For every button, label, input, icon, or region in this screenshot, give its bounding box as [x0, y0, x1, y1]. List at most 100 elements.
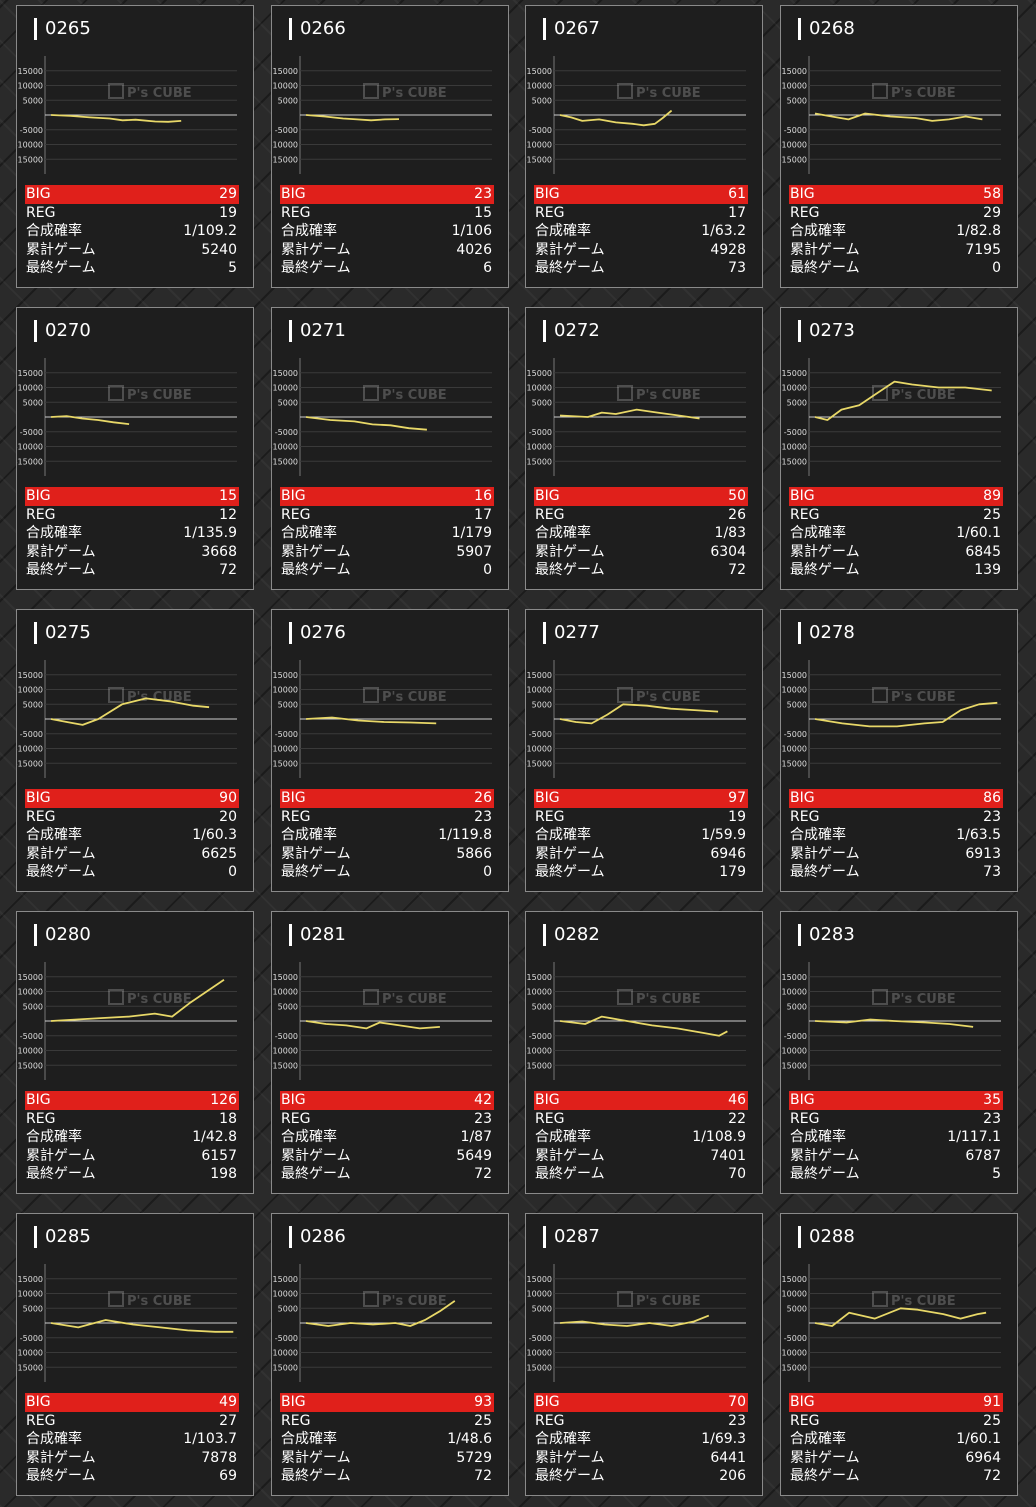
- machine-card[interactable]: 0280 15000 10000 5000 -5000 -10000 -15000 P's C…: [16, 911, 254, 1194]
- reg-count-value: 25: [983, 506, 1001, 523]
- payout-line: [305, 416, 427, 431]
- machine-card[interactable]: 0272 15000 10000 5000 -5000 -10000 -15000 P's C…: [525, 307, 763, 590]
- y-tick-label: 5000: [787, 398, 807, 407]
- y-tick-label: 15000: [782, 369, 807, 378]
- combined-rate-label: 合成確率: [281, 223, 337, 240]
- last-games-value: 5: [992, 1166, 1001, 1183]
- total-games-value: 3668: [201, 543, 237, 560]
- machine-card[interactable]: 0277 15000 10000 5000 -5000 -10000 -15000 P's C…: [525, 609, 763, 892]
- payout-line: [50, 978, 225, 1022]
- cube-icon: [108, 687, 124, 703]
- combined-rate-label: 合成確率: [535, 525, 591, 542]
- last-games-row: 最終ゲーム 198: [25, 1165, 239, 1184]
- reg-count-row: REG 27: [25, 1412, 239, 1431]
- machine-card[interactable]: 0273 15000 10000 5000 -5000 -10000 -15000 P's C…: [780, 307, 1018, 590]
- machine-card[interactable]: 0270 15000 10000 5000 -5000 -10000 -15000 P's C…: [16, 307, 254, 590]
- y-tick-label: 15000: [273, 369, 298, 378]
- reg-count-label: REG: [535, 204, 565, 221]
- machine-number: 0267: [543, 18, 600, 40]
- last-games-row: 最終ゲーム 69: [25, 1467, 239, 1486]
- payout-chart: 15000 10000 5000 -5000 -10000 -15000 P's CUBE: [781, 56, 1001, 174]
- machine-card[interactable]: 0282 15000 10000 5000 -5000 -10000 -15000 P's C…: [525, 911, 763, 1194]
- y-tick-label: 10000: [18, 82, 43, 91]
- machine-card[interactable]: 0268 15000 10000 5000 -5000 -10000 -15000 P's C…: [780, 5, 1018, 288]
- big-count-row: BIG 42: [280, 1091, 494, 1110]
- y-tick-label: 5000: [532, 1002, 552, 1011]
- combined-rate-row: 合成確率 1/60.3: [25, 826, 239, 845]
- machine-card[interactable]: 0281 15000 10000 5000 -5000 -10000 -15000 P's C…: [271, 911, 509, 1194]
- machine-card[interactable]: 0267 15000 10000 5000 -5000 -10000 -15000 P's C…: [525, 5, 763, 288]
- machine-number: 0283: [798, 924, 855, 946]
- y-tick-label: -5000: [20, 730, 43, 739]
- y-tick-label: 10000: [273, 384, 298, 393]
- combined-rate-value: 1/63.5: [956, 827, 1001, 844]
- reg-count-value: 26: [728, 506, 746, 523]
- big-count-value: 58: [983, 186, 1001, 202]
- machine-number: 0275: [34, 622, 91, 644]
- combined-rate-label: 合成確率: [26, 525, 82, 542]
- last-games-label: 最終ゲーム: [26, 864, 96, 881]
- total-games-label: 累計ゲーム: [281, 241, 351, 258]
- total-games-row: 累計ゲーム 4026: [280, 241, 494, 260]
- y-tick-label: -5000: [784, 1032, 807, 1041]
- machine-card[interactable]: 0265 15000 10000 5000 -5000 -10000 -15000 P's C…: [16, 5, 254, 288]
- last-games-label: 最終ゲーム: [26, 1468, 96, 1485]
- machine-number: 0271: [289, 320, 346, 342]
- y-tick-label: -10000: [781, 745, 807, 754]
- reg-count-value: 23: [983, 1110, 1001, 1127]
- reg-count-row: REG 12: [25, 506, 239, 525]
- machine-card[interactable]: 0287 15000 10000 5000 -5000 -10000 -15000 P's C…: [525, 1213, 763, 1496]
- y-tick-label: -15000: [781, 1363, 807, 1372]
- big-count-label: BIG: [26, 1092, 51, 1108]
- watermark-logo: P's CUBE: [108, 1291, 192, 1309]
- big-count-label: BIG: [790, 1092, 815, 1108]
- cube-icon: [617, 1291, 633, 1307]
- machine-card[interactable]: 0285 15000 10000 5000 -5000 -10000 -15000 P's C…: [16, 1213, 254, 1496]
- last-games-label: 最終ゲーム: [790, 864, 860, 881]
- watermark-text: P's CUBE: [127, 992, 192, 1007]
- combined-rate-label: 合成確率: [790, 827, 846, 844]
- reg-count-value: 23: [728, 1412, 746, 1429]
- y-tick-label: 10000: [18, 384, 43, 393]
- reg-count-row: REG 17: [534, 204, 748, 223]
- last-games-value: 72: [474, 1468, 492, 1485]
- big-count-row: BIG 35: [789, 1091, 1003, 1110]
- y-tick-label: -10000: [17, 745, 43, 754]
- watermark-logo: P's CUBE: [363, 1291, 447, 1309]
- reg-count-value: 18: [219, 1110, 237, 1127]
- y-tick-label: -10000: [526, 1349, 552, 1358]
- payout-chart: 15000 10000 5000 -5000 -10000 -15000 P's CUBE: [272, 962, 492, 1080]
- y-tick-label: -15000: [781, 457, 807, 466]
- y-tick-label: -10000: [272, 443, 298, 452]
- last-games-row: 最終ゲーム 72: [25, 561, 239, 580]
- machine-card[interactable]: 0283 15000 10000 5000 -5000 -10000 -15000 P's C…: [780, 911, 1018, 1194]
- machine-card[interactable]: 0276 15000 10000 5000 -5000 -10000 -15000 P's C…: [271, 609, 509, 892]
- last-games-row: 最終ゲーム 0: [280, 561, 494, 580]
- y-tick-label: -10000: [526, 1047, 552, 1056]
- machine-card[interactable]: 0266 15000 10000 5000 -5000 -10000 -15000 P's C…: [271, 5, 509, 288]
- machine-card[interactable]: 0275 15000 10000 5000 -5000 -10000 -15000 P's C…: [16, 609, 254, 892]
- y-tick-label: -5000: [20, 1032, 43, 1041]
- machine-card[interactable]: 0278 15000 10000 5000 -5000 -10000 -15000 P's C…: [780, 609, 1018, 892]
- y-tick-label: -15000: [526, 759, 552, 768]
- machine-card[interactable]: 0286 15000 10000 5000 -5000 -10000 -15000 P's C…: [271, 1213, 509, 1496]
- machine-number: 0277: [543, 622, 600, 644]
- watermark-logo: P's CUBE: [872, 385, 956, 403]
- reg-count-row: REG 18: [25, 1110, 239, 1129]
- combined-rate-label: 合成確率: [281, 1129, 337, 1146]
- last-games-value: 73: [728, 260, 746, 277]
- big-count-row: BIG 93: [280, 1393, 494, 1412]
- reg-count-row: REG 19: [534, 808, 748, 827]
- y-tick-label: 5000: [278, 96, 298, 105]
- big-count-label: BIG: [790, 488, 815, 504]
- combined-rate-label: 合成確率: [281, 525, 337, 542]
- big-count-row: BIG 49: [25, 1393, 239, 1412]
- reg-count-row: REG 23: [280, 808, 494, 827]
- combined-rate-value: 1/119.8: [438, 827, 492, 844]
- machine-card[interactable]: 0271 15000 10000 5000 -5000 -10000 -15000 P's C…: [271, 307, 509, 590]
- y-tick-label: 5000: [787, 700, 807, 709]
- y-tick-label: -10000: [272, 141, 298, 150]
- last-games-label: 最終ゲーム: [281, 864, 351, 881]
- y-tick-label: -5000: [529, 1032, 552, 1041]
- machine-card[interactable]: 0288 15000 10000 5000 -5000 -10000 -15000 P's C…: [780, 1213, 1018, 1496]
